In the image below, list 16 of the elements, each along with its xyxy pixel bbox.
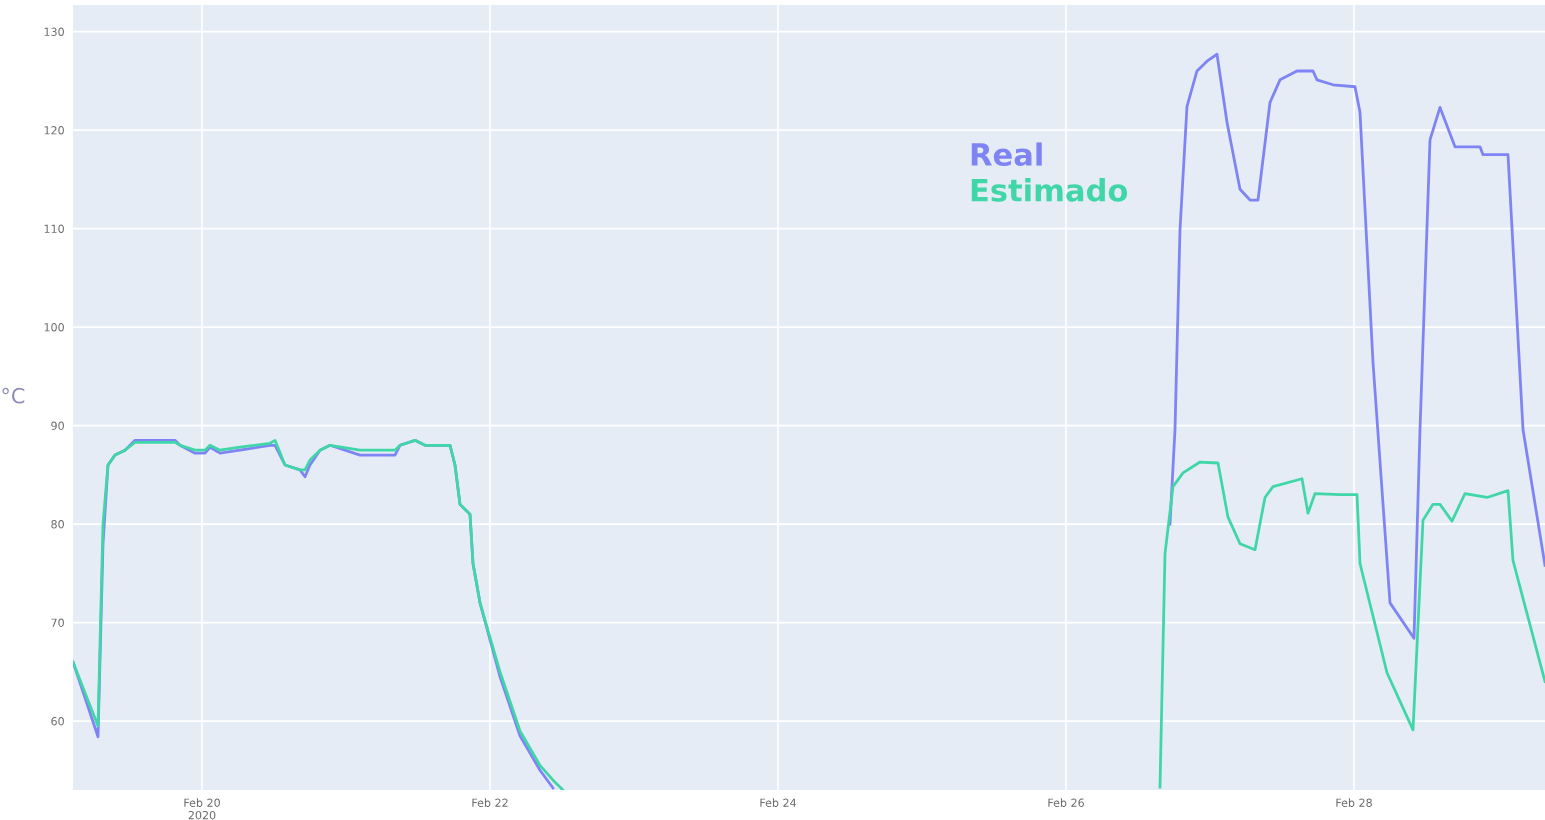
y-tick-label: 80 [51, 520, 64, 529]
y-tick-label: 90 [51, 421, 64, 430]
y-tick-label: 110 [44, 224, 64, 233]
x-tick-label: Feb 28 [1336, 798, 1372, 807]
y-tick-label: 120 [44, 126, 64, 135]
x-tick-label: Feb 22 [472, 798, 508, 807]
y-axis-title: °C [2, 387, 25, 404]
x-tick-label: Feb 20 2020 [184, 798, 220, 820]
y-tick-label: 70 [51, 618, 64, 627]
x-tick-label: Feb 26 [1048, 798, 1084, 807]
text: Real [971, 142, 1042, 167]
y-tick-label: 130 [44, 27, 64, 36]
y-tick-label: 100 [44, 323, 64, 332]
x-tick-label: Feb 24 [760, 798, 797, 807]
y-tick-label: 60 [51, 717, 64, 726]
text: Estimado [971, 178, 1128, 202]
